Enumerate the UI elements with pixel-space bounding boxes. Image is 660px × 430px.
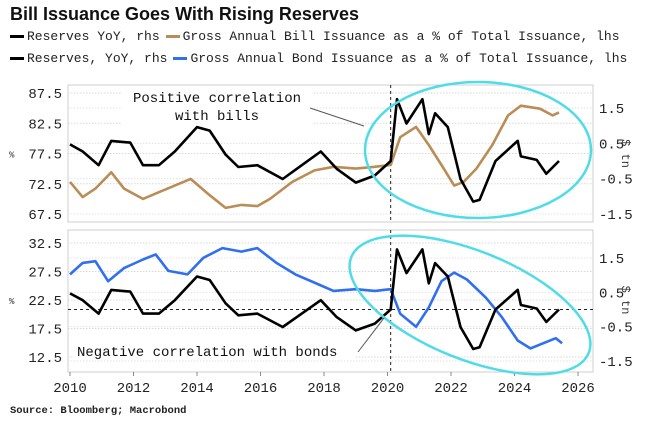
top-right-tick-label: 0.5 (599, 137, 624, 153)
legend-label-bills: Gross Annual Bill Issuance as a % of Tot… (182, 29, 620, 44)
top-left-tick-label: 77.5 (28, 148, 62, 164)
legend-swatch-reserves-2 (10, 57, 24, 60)
legend-swatch-bonds (173, 57, 188, 60)
bottom-left-tick-label: 32.5 (28, 237, 62, 253)
top-right-axis-unit: $ tn (618, 139, 632, 168)
bottom-right-axis-unit: $ tn (618, 286, 632, 315)
bottom-plot-frame (67, 229, 594, 373)
top-annotation-leader (309, 107, 365, 127)
top-right-tick-label: 1.5 (599, 102, 624, 118)
bottom-left-tick-label: 22.5 (28, 294, 62, 310)
bottom-annotation-leader (357, 317, 385, 353)
x-tick-label: 2010 (53, 381, 87, 397)
bottom-right-tick-label: 1.5 (599, 252, 624, 268)
bottom-right-tick-label: -1.5 (599, 355, 633, 371)
bottom-left-axis-unit: % (9, 297, 15, 307)
top-left-tick-label: 67.5 (28, 208, 62, 224)
bottom-highlight-ellipse (348, 234, 592, 376)
top-right-tick-label: -0.5 (599, 173, 633, 189)
x-tick-label: 2024 (498, 381, 532, 397)
bottom-left-tick-label: 17.5 (28, 323, 62, 339)
bottom-series-bonds (69, 246, 563, 350)
legend-row-top: Reserves YoY, rhs Gross Annual Bill Issu… (8, 29, 620, 44)
chart-title: Bill Issuance Goes With Rising Reserves (10, 4, 359, 24)
top-left-axis-unit: % (9, 151, 15, 161)
legend-label-reserves-2: Reserves, YoY, rhs (27, 51, 168, 66)
legend-swatch-reserves (10, 35, 24, 38)
top-annotation-line2: with bills (175, 109, 259, 125)
top-series-reserves (69, 97, 560, 203)
x-tick-label: 2012 (117, 381, 151, 397)
top-annotation-bg (122, 88, 312, 124)
top-annotation-line1: Positive correlation (133, 91, 301, 107)
bottom-right-tick-label: -0.5 (599, 321, 633, 337)
legend-label-bonds: Gross Annual Bond Issuance as a % of Tot… (190, 51, 628, 66)
top-left-tick-label: 82.5 (28, 117, 62, 133)
bottom-annotation-text: Negative correlation with bonds (77, 345, 337, 361)
bottom-left-tick-label: 12.5 (28, 351, 62, 367)
top-left-tick-label: 72.5 (28, 178, 62, 194)
legend-swatch-bills (165, 35, 180, 38)
top-highlight-ellipse (363, 80, 593, 220)
x-tick-label: 2016 (244, 381, 278, 397)
top-left-tick-label: 87.5 (28, 87, 62, 103)
x-tick-label: 2014 (180, 381, 214, 397)
legend-label-reserves: Reserves YoY, rhs (27, 29, 160, 44)
bottom-right-tick-label: 0.5 (599, 286, 624, 302)
bottom-left-tick-label: 27.5 (28, 266, 62, 282)
x-tick-label: 2022 (434, 381, 468, 397)
x-tick-label: 2026 (561, 381, 595, 397)
top-right-tick-label: -1.5 (599, 208, 633, 224)
source-note: Source: Bloomberg; Macrobond (10, 405, 187, 417)
x-tick-label: 2018 (307, 381, 341, 397)
x-tick-label: 2020 (371, 381, 405, 397)
bottom-series-reserves (69, 248, 560, 351)
bottom-annotation-bg (74, 342, 356, 360)
legend-row-bottom: Reserves, YoY, rhs Gross Annual Bond Iss… (8, 51, 627, 66)
